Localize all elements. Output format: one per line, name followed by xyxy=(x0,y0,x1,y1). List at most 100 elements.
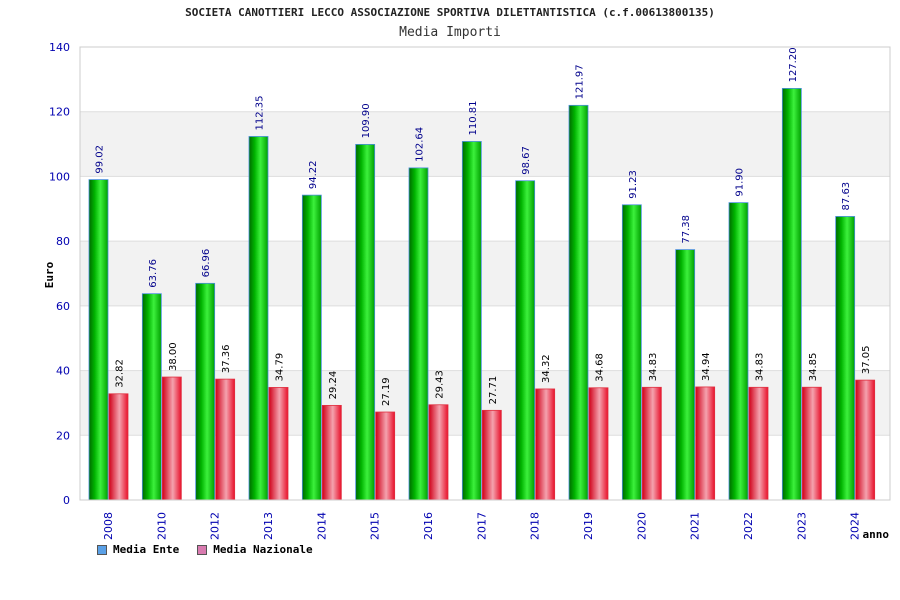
data-label: 102.64 xyxy=(415,127,426,162)
data-label: 91.90 xyxy=(735,168,746,197)
x-tick-label: 2018 xyxy=(529,512,542,540)
y-tick-labels: 0 20 40 60 80 100 120 140 xyxy=(49,41,70,507)
data-label: 110.81 xyxy=(468,100,479,135)
data-label: 112.35 xyxy=(255,95,266,130)
x-tick-label: 2014 xyxy=(315,512,328,540)
data-label: 77.38 xyxy=(681,215,692,244)
x-tick-label: 2013 xyxy=(262,512,275,540)
data-label: 66.96 xyxy=(201,249,212,278)
bar-media-nazionale xyxy=(321,404,342,501)
bar-media-ente xyxy=(781,88,802,501)
x-tick-label: 2017 xyxy=(475,512,488,540)
x-tick-label: 2012 xyxy=(209,512,222,540)
bar-media-nazionale xyxy=(428,404,449,501)
bar-media-ente xyxy=(835,216,856,501)
data-label: 34.83 xyxy=(755,353,766,382)
bar-media-ente xyxy=(88,179,109,501)
data-label: 34.83 xyxy=(648,353,659,382)
x-tick-label: 2010 xyxy=(155,512,168,540)
data-label: 87.63 xyxy=(841,182,852,211)
y-tick-label: 80 xyxy=(56,235,70,248)
bar-media-nazionale xyxy=(748,386,769,501)
data-label: 32.82 xyxy=(115,359,126,388)
bar-media-ente xyxy=(141,293,162,501)
data-label: 29.43 xyxy=(435,370,446,399)
x-tick-label: 2022 xyxy=(742,512,755,540)
bars xyxy=(88,88,876,501)
data-label: 34.94 xyxy=(701,352,712,381)
x-tick-label: 2024 xyxy=(849,512,862,540)
bar-media-ente xyxy=(355,143,376,501)
legend-item-media-ente: Media Ente xyxy=(97,543,179,556)
y-tick-label: 40 xyxy=(56,365,70,378)
data-label: 27.71 xyxy=(488,376,499,405)
data-label: 34.85 xyxy=(808,353,819,382)
bar-media-ente xyxy=(621,204,642,501)
data-label: 121.97 xyxy=(575,64,586,99)
legend-swatch-media-nazionale xyxy=(197,544,208,555)
bar-media-ente xyxy=(461,141,482,501)
bar-media-nazionale xyxy=(481,409,502,501)
x-tick-label: 2016 xyxy=(422,512,435,540)
data-label: 127.20 xyxy=(788,47,799,82)
data-label: 94.22 xyxy=(308,160,319,189)
bar-media-nazionale xyxy=(375,411,396,501)
bar-media-ente xyxy=(675,249,696,501)
x-tick-labels: 2008 2010 2012 2013 2014 2015 2016 2017 2018 2019… xyxy=(102,512,862,540)
value-labels: 99.02 32.82 63.76 38.00 66.96 37.36 112.35 34.7… xyxy=(95,47,873,406)
x-tick-label: 2023 xyxy=(795,512,808,540)
data-label: 98.67 xyxy=(521,146,532,175)
bar-media-ente xyxy=(728,202,749,501)
data-label: 63.76 xyxy=(148,259,159,288)
bar-media-ente xyxy=(568,104,589,501)
data-label: 34.32 xyxy=(541,354,552,383)
y-axis-label: Euro xyxy=(43,261,56,288)
data-label: 109.90 xyxy=(361,103,372,138)
bar-media-nazionale xyxy=(641,386,662,501)
legend-item-media-nazionale: Media Nazionale xyxy=(197,543,313,556)
bar-media-nazionale xyxy=(161,376,182,501)
y-tick-label: 20 xyxy=(56,429,70,442)
bar-media-ente xyxy=(515,180,536,501)
y-tick-label: 0 xyxy=(63,494,70,507)
bar-media-nazionale xyxy=(108,393,129,501)
y-tick-label: 60 xyxy=(56,300,70,313)
bar-media-ente xyxy=(408,167,429,501)
chart-subtitle: Media Importi xyxy=(399,25,501,40)
bar-media-ente xyxy=(301,194,322,501)
bar-media-ente xyxy=(248,136,269,501)
bar-media-nazionale xyxy=(535,388,556,501)
bar-media-nazionale xyxy=(855,379,876,501)
bar-media-ente xyxy=(195,282,216,501)
plot-frame xyxy=(79,46,891,501)
bar-media-nazionale xyxy=(215,378,236,501)
data-label: 27.19 xyxy=(381,377,392,406)
y-tick-label: 120 xyxy=(49,106,70,119)
x-tick-label: 2020 xyxy=(635,512,648,540)
x-axis-label: anno xyxy=(863,528,890,541)
data-label: 99.02 xyxy=(95,145,106,174)
x-tick-label: 2008 xyxy=(102,512,115,540)
x-tick-label: 2015 xyxy=(369,512,382,540)
bar-media-nazionale xyxy=(268,387,289,501)
legend: Media Ente Media Nazionale xyxy=(97,543,313,556)
data-label: 37.36 xyxy=(221,344,232,373)
legend-swatch-media-ente xyxy=(97,544,107,555)
legend-label-media-ente: Media Ente xyxy=(113,543,180,556)
x-tick-label: 2019 xyxy=(582,512,595,540)
data-label: 34.79 xyxy=(275,353,286,382)
chart-title: SOCIETA CANOTTIERI LECCO ASSOCIAZIONE SP… xyxy=(185,6,715,19)
bar-media-nazionale xyxy=(695,386,716,501)
bar-media-nazionale xyxy=(801,386,822,501)
data-label: 29.24 xyxy=(328,371,339,400)
data-label: 91.23 xyxy=(628,170,639,199)
x-tick-label: 2021 xyxy=(689,512,702,540)
legend-label-media-nazionale: Media Nazionale xyxy=(213,543,313,556)
grid-band xyxy=(80,111,890,177)
axes xyxy=(79,46,891,501)
y-tick-label: 100 xyxy=(49,170,70,183)
data-label: 37.05 xyxy=(861,345,872,374)
data-label: 34.68 xyxy=(595,353,606,382)
bar-media-nazionale xyxy=(588,387,609,501)
